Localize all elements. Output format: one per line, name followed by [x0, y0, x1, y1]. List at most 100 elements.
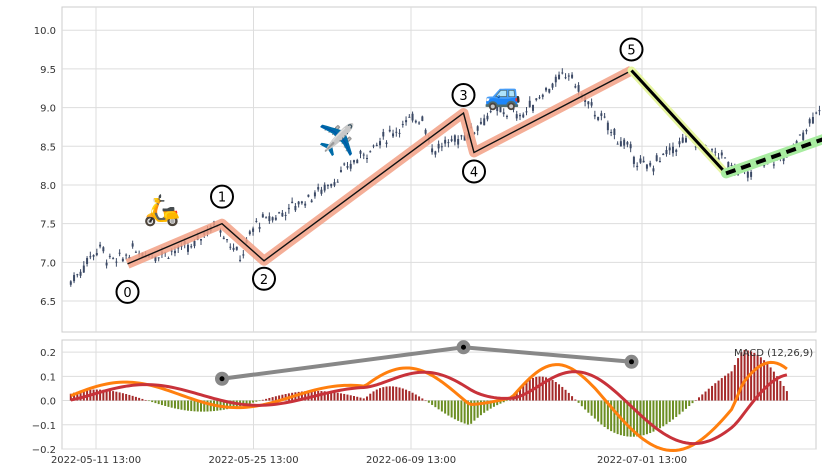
candle-body [515, 114, 518, 119]
candle-body [82, 265, 85, 273]
candle-body [405, 120, 408, 123]
macd-histogram-bar [574, 399, 577, 401]
candle-body [258, 226, 261, 229]
candle-body [121, 258, 124, 262]
candle-body [414, 120, 417, 123]
candle-body [170, 250, 173, 252]
candle-body [476, 126, 479, 131]
macd-histogram-bar [427, 400, 430, 403]
macd-histogram-bar [538, 376, 541, 401]
candle-body [291, 201, 294, 204]
macd-histogram-bar [79, 391, 82, 401]
macd-histogram-bar [766, 363, 769, 401]
macd-histogram-bar [525, 381, 528, 401]
macd-panel: −0.2 −0.1 0.0 0.1 0.2 MACD (12,26,9) 2022-05-1… [32, 339, 817, 466]
candle-body [652, 168, 655, 172]
candle-body [551, 83, 554, 88]
macd-histogram-bar [522, 384, 525, 401]
macd-histogram-bar [724, 375, 727, 401]
macd-histogram-bar [502, 400, 505, 403]
candle-body [252, 228, 255, 232]
macd-histogram-bar [763, 360, 766, 401]
candle-body [463, 135, 466, 141]
macd-histogram-bar [245, 400, 248, 405]
macd-histogram-bar [499, 400, 502, 404]
candle-body [668, 147, 671, 151]
candle-body [366, 157, 369, 159]
macd-histogram-bar [505, 400, 508, 402]
candle-body [248, 231, 251, 235]
macd-histogram-bar [652, 400, 655, 432]
candle-body [310, 200, 313, 203]
candle-body [486, 115, 489, 120]
candle-body [326, 185, 329, 187]
candle-body [616, 143, 619, 145]
macd-histogram-bar [730, 371, 733, 401]
candle-body [79, 271, 82, 276]
candle-body [619, 141, 622, 147]
candle-body [200, 238, 202, 241]
macd-histogram-bar [170, 400, 173, 408]
candle-body [818, 110, 821, 112]
candle-body [336, 181, 339, 183]
macd-histogram-bar [707, 388, 710, 401]
macd-histogram-bar [226, 400, 229, 410]
macd-histogram-bar [252, 400, 255, 403]
macd-histogram-bar [483, 400, 486, 413]
candle-body [564, 77, 567, 79]
macd-histogram-bar [203, 400, 206, 412]
wave-point-label: 0 [123, 286, 131, 301]
macd-histogram-bar [258, 400, 261, 402]
macd-histogram-bar [629, 400, 632, 437]
macd-histogram-bar [632, 400, 635, 437]
candle-body [401, 123, 404, 126]
macd-histogram-bar [229, 400, 232, 409]
macd-histogram-bar [196, 400, 199, 412]
candle-body [395, 131, 398, 133]
macd-histogram-bar [105, 390, 108, 401]
candle-body [86, 258, 89, 264]
candle-body [509, 108, 512, 110]
candle-body [645, 164, 648, 169]
candle-body [714, 151, 717, 153]
macd-histogram-bar [600, 400, 603, 425]
candle-body [226, 239, 229, 241]
price-y-tick-label: 8.5 [40, 142, 56, 153]
macd-histogram-bar [248, 400, 251, 404]
wave-point-label: 2 [260, 273, 268, 288]
wave-point-label: 3 [459, 89, 467, 104]
candle-body [431, 148, 434, 153]
candle-body [300, 201, 303, 204]
candle-body [268, 216, 271, 222]
x-tick-label: 2022-06-09 13:00 [366, 455, 456, 466]
macd-histogram-bar [584, 400, 587, 410]
candle-body [235, 246, 238, 250]
macd-histogram-bar [255, 400, 258, 402]
macd-histogram-bar [554, 382, 557, 401]
macd-histogram-bar [577, 400, 580, 403]
macd-histogram-bar [720, 378, 723, 401]
candle-body [274, 217, 277, 220]
macd-histogram-bar [356, 396, 359, 401]
candle-body [92, 255, 95, 257]
macd-histogram-bar [343, 393, 346, 401]
macd-histogram-bar [545, 377, 548, 401]
macd-histogram-bar [108, 390, 111, 401]
macd-histogram-bar [447, 400, 450, 416]
macd-histogram-bar [134, 396, 137, 401]
candle-body [473, 132, 476, 134]
candle-body [173, 250, 176, 254]
candle-body [574, 86, 577, 88]
macd-signal-line [70, 370, 788, 446]
candle-body [479, 121, 482, 124]
candle-body [346, 166, 349, 168]
macd-histogram-bar [304, 391, 307, 401]
divergence-point-inner [629, 359, 634, 365]
macd-histogram-bar [623, 400, 626, 436]
candle-body [678, 141, 681, 145]
macd-histogram-bar [307, 391, 310, 401]
macd-histogram-bar [392, 386, 395, 401]
macd-histogram-bar [408, 391, 411, 401]
macd-histogram-bar [743, 349, 746, 401]
